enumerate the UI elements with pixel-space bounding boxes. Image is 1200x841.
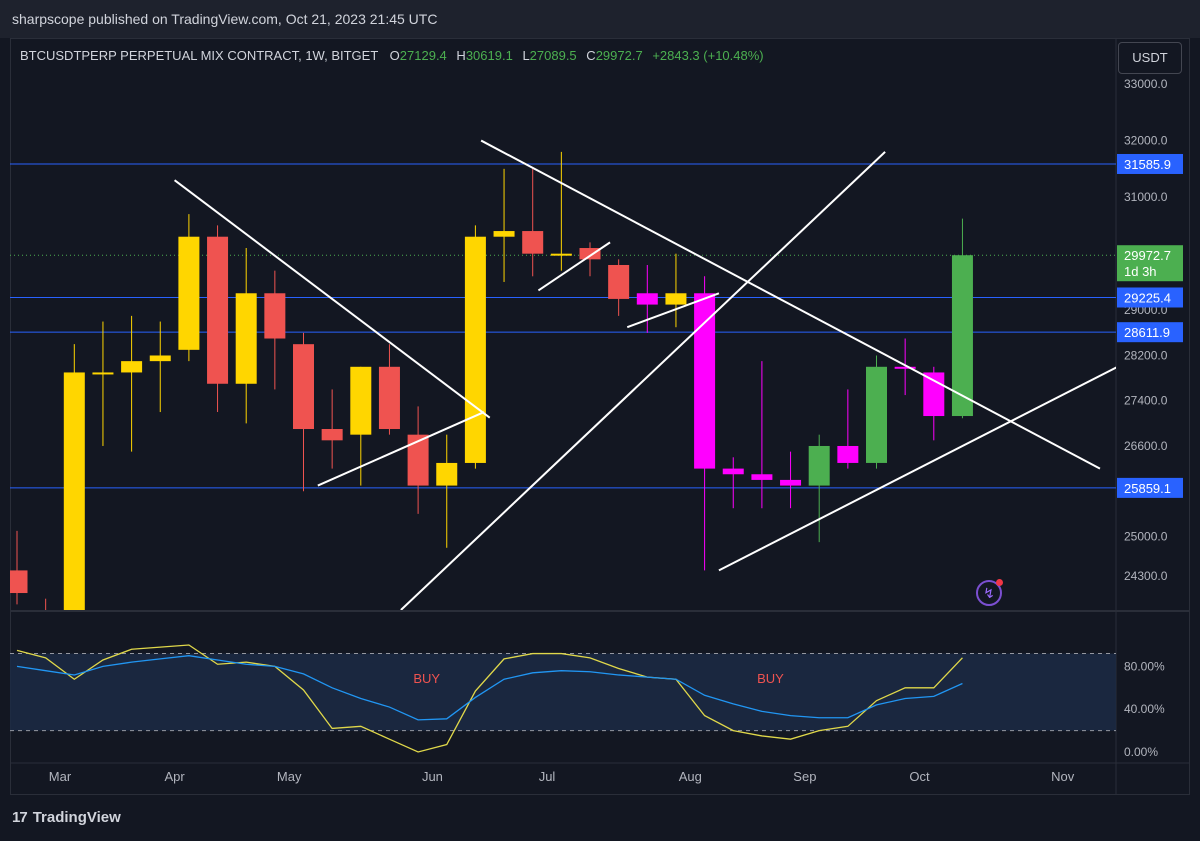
candle-body (722, 468, 744, 475)
candle-body (350, 366, 372, 435)
time-axis-label: Aug (679, 769, 702, 784)
candle-body (808, 445, 830, 486)
candle-body (665, 293, 687, 305)
price-tick-label: 32000.0 (1124, 134, 1168, 148)
candle-body (866, 366, 887, 463)
candle-body (321, 429, 343, 441)
close-value: 29972.7 (595, 48, 643, 63)
candle-body (264, 293, 286, 339)
symbol-title: BTCUSDTPERP PERPETUAL MIX CONTRACT, 1W, … (20, 48, 379, 63)
time-axis-label: Sep (793, 769, 816, 784)
time-axis-label: Mar (49, 769, 72, 784)
symbol-legend: BTCUSDTPERP PERPETUAL MIX CONTRACT, 1W, … (20, 48, 764, 63)
candle-body (149, 355, 171, 362)
candle-body (608, 264, 630, 299)
trendline[interactable] (480, 139, 1101, 470)
candle-body (293, 344, 314, 430)
oscillator-tick-label: 0.00% (1124, 745, 1158, 759)
open-label: O (389, 48, 400, 63)
close-label: C (586, 48, 596, 63)
trendline[interactable] (173, 179, 491, 419)
candle-body (923, 372, 945, 417)
time-axis-label: Apr (164, 769, 185, 784)
level-price-label: 29225.4 (1124, 290, 1171, 305)
level-price-label: 25859.1 (1124, 481, 1171, 496)
candle-body (951, 255, 973, 417)
candle-body (235, 293, 257, 384)
price-tick-label: 25000.0 (1124, 529, 1168, 543)
level-price-tag (1117, 322, 1183, 343)
candle-body (550, 253, 572, 256)
oscillator-series-line (16, 644, 963, 753)
price-tick-label: 28200.0 (1124, 348, 1168, 362)
candle-body (178, 236, 200, 350)
candle-body (207, 236, 229, 384)
candle-body (493, 231, 515, 237)
candle-body (751, 474, 773, 480)
time-axis-label: May (277, 769, 302, 784)
level-price-tag (1117, 287, 1183, 308)
notification-dot (996, 579, 1003, 586)
oscillator-series-line (16, 655, 963, 721)
open-value: 27129.4 (399, 48, 447, 63)
buy-annotation: BUY (757, 671, 784, 686)
candle-body (837, 445, 859, 463)
countdown-label: 1d 3h (1124, 264, 1157, 279)
trendlines-group (173, 139, 1129, 610)
time-axis-label: Jun (422, 769, 443, 784)
low-label: L (522, 48, 530, 63)
oscillator-band (10, 653, 1116, 731)
trendline[interactable] (537, 241, 611, 292)
price-tick-label: 33000.0 (1124, 77, 1168, 91)
candle-body (121, 361, 143, 373)
low-value: 27089.5 (529, 48, 577, 63)
level-price-label: 28611.9 (1124, 325, 1170, 340)
high-value: 30619.1 (465, 48, 513, 63)
candle-body (407, 434, 429, 486)
candle-body (378, 366, 400, 430)
currency-button[interactable]: USDT (1118, 42, 1182, 74)
trendline[interactable] (718, 361, 1129, 572)
price-tick-label: 31000.0 (1124, 190, 1168, 204)
price-tick-label: 26600.0 (1124, 439, 1168, 453)
time-axis-label: Oct (909, 769, 930, 784)
tradingview-brand: TradingView (32, 809, 121, 826)
published-text: sharpscope published on TradingView.com,… (12, 11, 438, 27)
tradingview-logo[interactable]: 17 TradingView (12, 809, 121, 826)
candles-group (10, 151, 973, 610)
trendline[interactable] (400, 151, 886, 610)
header-bar: sharpscope published on TradingView.com,… (0, 0, 1200, 38)
time-axis-label: Jul (539, 769, 556, 784)
last-price-tag (1117, 245, 1183, 282)
candle-body (436, 462, 458, 486)
candle-body (63, 372, 85, 610)
oscillator-tick-label: 80.00% (1124, 659, 1165, 673)
candle-body (579, 248, 601, 260)
candle-body (464, 236, 486, 463)
candle-body (10, 570, 28, 594)
bolt-icon[interactable]: ↯ (976, 579, 1003, 606)
candle-body (894, 366, 916, 369)
trendline[interactable] (317, 411, 485, 487)
trendline[interactable] (626, 292, 720, 329)
candle-body (636, 293, 658, 305)
price-tick-label: 24300.0 (1124, 569, 1168, 583)
candle-body (92, 372, 114, 375)
change-value: +2843.3 (+10.48%) (652, 48, 764, 63)
level-price-tag (1117, 477, 1183, 498)
price-tick-label: 27400.0 (1124, 394, 1168, 408)
last-price-label: 29972.7 (1124, 248, 1171, 263)
level-price-tag (1117, 153, 1183, 174)
level-price-label: 31585.9 (1124, 157, 1171, 172)
candle-body (780, 479, 802, 486)
oscillator-tick-label: 40.00% (1124, 702, 1165, 716)
footer-bar (0, 800, 1200, 841)
time-axis-label: Nov (1051, 769, 1075, 784)
tradingview-mark-icon: 17 (12, 809, 28, 826)
buy-annotation: BUY (413, 671, 440, 686)
high-label: H (456, 48, 466, 63)
candle-body (694, 293, 716, 469)
candle-body (522, 231, 544, 254)
